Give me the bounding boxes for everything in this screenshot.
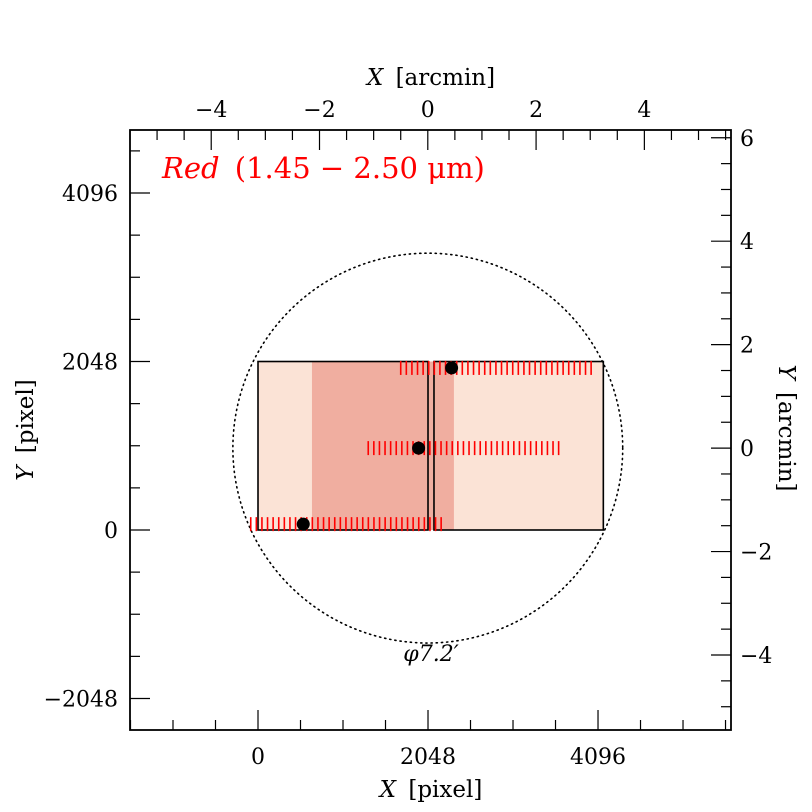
top-tick-label: −4	[195, 98, 227, 123]
right-tick-label: 4	[740, 230, 754, 255]
x-axis-top-title: X [arcmin]	[365, 65, 495, 91]
source-dot	[445, 361, 459, 375]
right-tick-label: 6	[740, 127, 754, 152]
fov-label: φ7.2′	[403, 642, 458, 667]
right-tick-label: 0	[740, 437, 754, 462]
trace-top	[399, 360, 592, 375]
bottom-tick-label: 4096	[570, 745, 626, 770]
left-tick-label: 2048	[62, 351, 118, 376]
axis-ticks	[129, 130, 731, 730]
top-tick-label: 0	[421, 98, 435, 123]
band-range: (1.45 − 2.50 μm)	[235, 151, 485, 185]
left-tick-label: 0	[104, 519, 118, 544]
y-left-unit: [pixel]	[13, 379, 39, 453]
frame-rect	[129, 129, 732, 731]
fov-circle	[232, 252, 624, 644]
source-dot	[412, 441, 426, 455]
detector-1	[257, 360, 429, 531]
trace-middle	[367, 441, 560, 456]
right-tick-label: −2	[740, 541, 772, 566]
source-dot	[296, 517, 310, 531]
x-bottom-var: X	[378, 777, 398, 803]
right-tick-label: 2	[740, 334, 754, 359]
y-right-var: Y	[773, 364, 799, 382]
left-tick-label: −2048	[44, 687, 118, 712]
band-name: Red	[161, 151, 220, 185]
top-tick-label: 4	[637, 98, 651, 123]
tick-labels: 0 2048 4096 −2048 0 2048 4096 −4 −2 0 2 4 −4 −2 0 2 4 6	[44, 98, 773, 770]
x-top-var: X	[365, 65, 385, 91]
right-tick-label: −4	[740, 644, 772, 669]
dispersed-traces	[249, 360, 592, 532]
band-title: Red (1.45 − 2.50 μm)	[161, 151, 485, 185]
bottom-tick-label: 0	[251, 745, 265, 770]
trace-bottom	[249, 517, 442, 532]
y-left-var: Y	[13, 463, 39, 481]
x-axis-bottom-title: X [pixel]	[378, 777, 483, 803]
left-tick-label: 4096	[62, 182, 118, 207]
overlap-coverage	[311, 361, 454, 530]
shaded-regions	[258, 361, 604, 530]
y-axis-right-title: Y [arcmin]	[773, 364, 799, 491]
top-tick-label: −2	[303, 98, 335, 123]
x-top-unit: [arcmin]	[396, 65, 496, 91]
y-right-unit: [arcmin]	[773, 392, 799, 492]
top-tick-label: 2	[529, 98, 543, 123]
y-axis-left-title: Y [pixel]	[13, 379, 39, 480]
plot-frame	[129, 129, 732, 731]
field-of-view	[232, 252, 624, 644]
bottom-tick-label: 2048	[400, 745, 456, 770]
x-bottom-unit: [pixel]	[408, 777, 482, 803]
